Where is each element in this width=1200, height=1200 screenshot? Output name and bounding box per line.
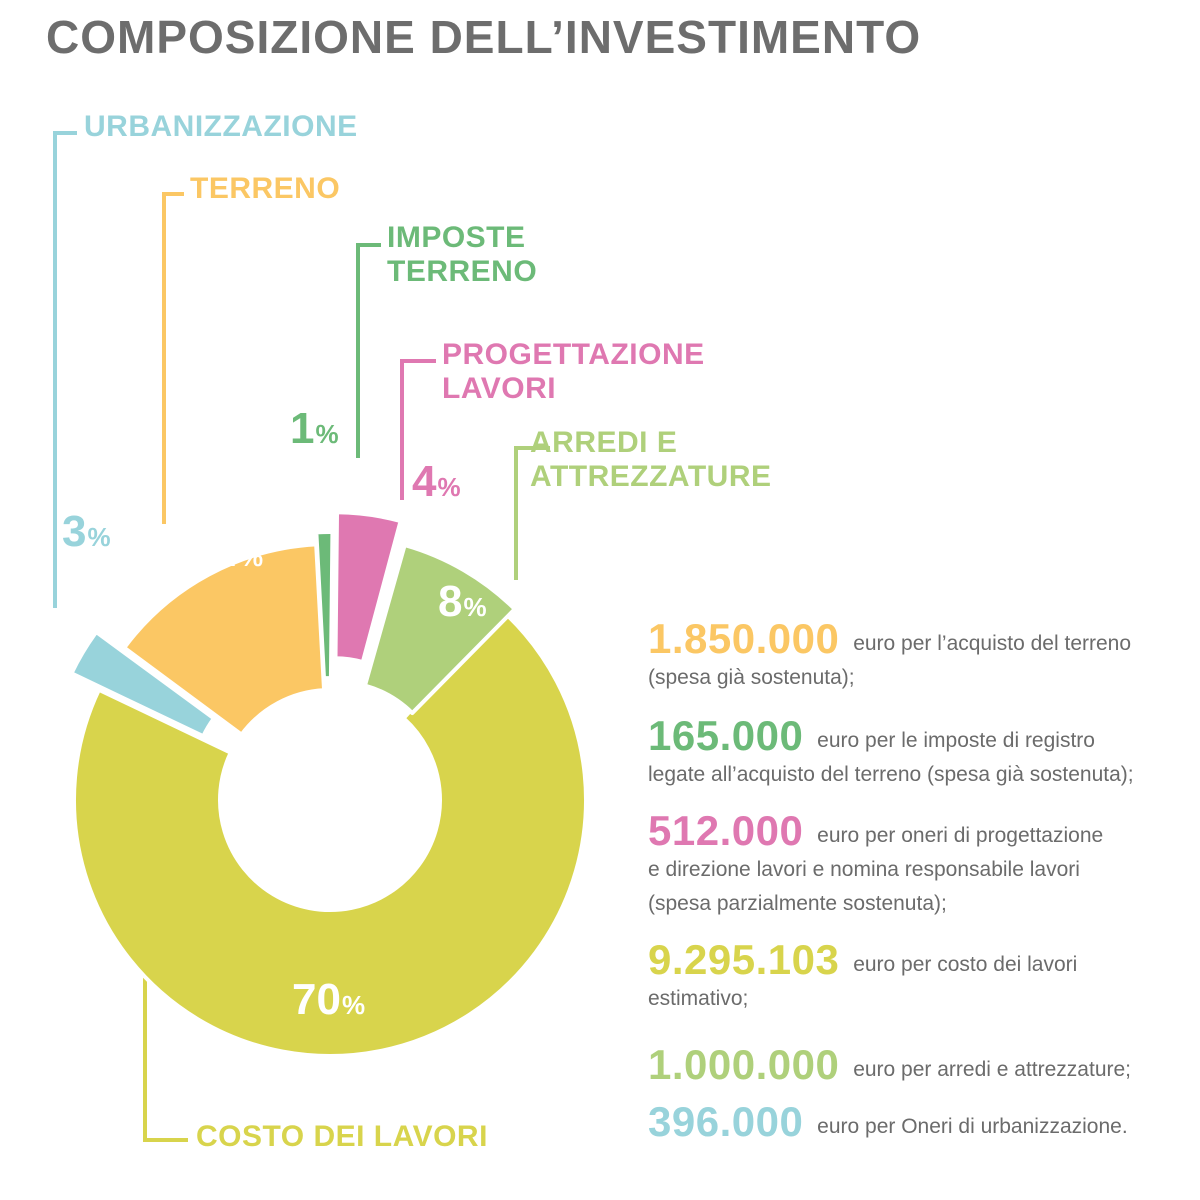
data-label-imposte-terreno: 1% bbox=[290, 404, 339, 453]
amount-description: euro per l’acquisto del terreno (spesa g… bbox=[648, 632, 1132, 689]
amount-description: euro per costo dei lavori estimativo; bbox=[648, 953, 1078, 1010]
leader-line-terreno bbox=[162, 192, 184, 524]
amounts-list: 1.850.000 euro per l’acquisto del terren… bbox=[648, 618, 1193, 1144]
leader-line-urbanizzazione bbox=[53, 131, 77, 608]
data-label-urbanizzazione: 3% bbox=[62, 507, 111, 556]
leader-line-progettazione bbox=[400, 359, 436, 500]
data-label-progettazione-lavori: 4% bbox=[412, 457, 461, 506]
amount-item-progettazione: 512.000 euro per oneri di progettazione … bbox=[648, 810, 1193, 921]
leader-line-imposte bbox=[356, 243, 381, 458]
amount-value: 512.000 bbox=[648, 807, 804, 854]
label-urbanizzazione: URBANIZZAZIONE bbox=[84, 110, 358, 143]
page-title: COMPOSIZIONE DELL’INVESTIMENTO bbox=[46, 11, 922, 63]
amount-value: 1.850.000 bbox=[648, 615, 840, 662]
amount-description: euro per oneri di progettazione e direzi… bbox=[648, 824, 1104, 915]
amount-value: 1.000.000 bbox=[648, 1041, 840, 1088]
slice-progettazione bbox=[333, 510, 403, 665]
label-progettazione-lavori: PROGETTAZIONE LAVORI bbox=[442, 338, 705, 405]
slice-costo bbox=[72, 607, 588, 1058]
amount-item-imposte: 165.000 euro per le imposte di registro … bbox=[648, 715, 1193, 792]
data-label-arredi-attrezzature: 8% bbox=[438, 577, 487, 626]
leader-line-costo bbox=[143, 975, 188, 1142]
chart-slices bbox=[69, 510, 588, 1058]
amount-item-arredi: 1.000.000 euro per arredi e attrezzature… bbox=[648, 1044, 1193, 1087]
label-terreno: TERRENO bbox=[190, 172, 341, 205]
amount-description: euro per le imposte di registro legate a… bbox=[648, 729, 1134, 786]
leader-line-arredi bbox=[514, 446, 550, 580]
slice-imposte bbox=[314, 530, 335, 681]
amount-description: euro per arredi e attrezzature; bbox=[847, 1058, 1132, 1081]
amount-value: 9.295.103 bbox=[648, 936, 840, 983]
label-arredi-attrezzature: ARREDI E ATTREZZATURE bbox=[530, 426, 772, 493]
amount-item-urbanizzazione: 396.000 euro per Oneri di urbanizzazione… bbox=[648, 1101, 1193, 1144]
data-label-terreno: 14% bbox=[190, 527, 264, 576]
amount-description: euro per Oneri di urbanizzazione. bbox=[811, 1115, 1128, 1138]
slice-urbanizzazione bbox=[69, 630, 216, 739]
label-costo-lavori: COSTO DEI LAVORI bbox=[196, 1120, 488, 1153]
slice-arredi bbox=[362, 543, 517, 716]
amount-item-costo-lavori: 9.295.103 euro per costo dei lavori esti… bbox=[648, 939, 1193, 1016]
slice-terreno bbox=[122, 542, 327, 737]
leader-lines bbox=[53, 131, 550, 1142]
amount-value: 165.000 bbox=[648, 712, 804, 759]
label-imposte-terreno: IMPOSTE TERRENO bbox=[387, 221, 538, 288]
data-label-costo-lavori: 70% bbox=[292, 975, 366, 1024]
amount-value: 396.000 bbox=[648, 1098, 804, 1145]
amount-item-terreno: 1.850.000 euro per l’acquisto del terren… bbox=[648, 618, 1193, 695]
